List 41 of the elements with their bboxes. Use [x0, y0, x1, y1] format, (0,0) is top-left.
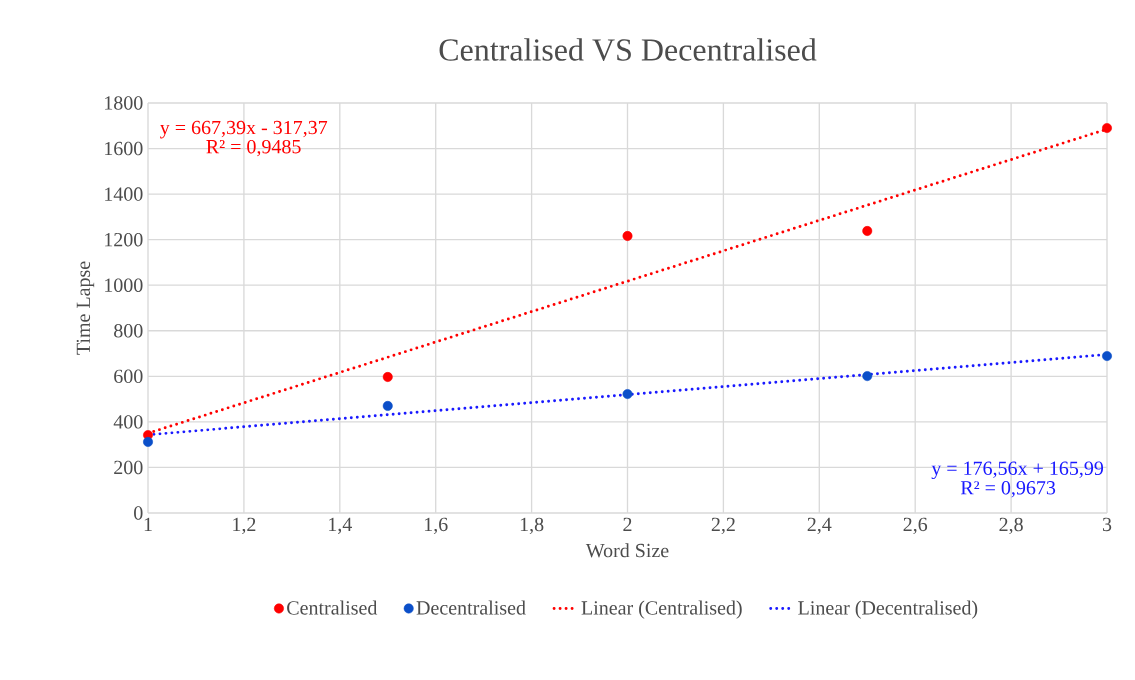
x-tick-label: 1,4	[329, 517, 352, 534]
y-tick-label: 800	[114, 324, 143, 338]
y-tick-label: 200	[114, 460, 143, 475]
x-tick-label: 2,4	[807, 517, 832, 535]
annotation: R² = 0,9673	[960, 481, 1056, 498]
x-tick-label: 1,8	[520, 517, 544, 535]
point	[143, 436, 153, 447]
y-tick-label: 600	[114, 369, 143, 384]
chart-title: Centralised VS Decentralised	[439, 38, 817, 61]
legend-label: Linear (Decentralised)	[798, 600, 978, 619]
annotation: R² = 0,9485	[206, 139, 301, 157]
legend-label: Centralised	[287, 600, 378, 615]
annotation: y = 667,39x - 317,37	[160, 120, 328, 139]
point	[382, 372, 393, 382]
point	[622, 231, 633, 241]
x-tick-label: 3	[1102, 517, 1112, 532]
annotation: y = 176,56x + 165,99	[931, 461, 1104, 480]
y-tick-label: 400	[113, 415, 143, 429]
x-tick-label: 1	[144, 517, 152, 531]
x-tick-label: 2	[623, 517, 632, 531]
point	[382, 400, 393, 411]
x-tick-label: 1,2	[233, 517, 256, 535]
point	[1102, 123, 1112, 133]
x-tick-label: 1,6	[424, 517, 448, 535]
x-tick-label: 2,2	[711, 517, 735, 535]
y-tick-label: 1400	[105, 187, 143, 201]
x-tick-label: 2,8	[999, 517, 1023, 535]
point	[862, 371, 873, 382]
legend-label: Decentralised	[416, 600, 526, 615]
y-tick-label: 1200	[105, 232, 143, 247]
y-tick-label: 1600	[105, 141, 143, 156]
point	[1102, 351, 1112, 361]
legend-label: Linear (Centralised)	[581, 600, 742, 619]
y-axis-title: Time Lapse	[76, 261, 95, 355]
y-tick-label: 0	[134, 506, 143, 520]
x-axis-title: Word Size	[585, 543, 669, 558]
point	[862, 226, 873, 236]
y-tick-label: 1800	[105, 96, 143, 110]
y-tick-label: 1000	[105, 278, 143, 292]
x-tick-label: 2,6	[903, 517, 928, 535]
point	[622, 389, 633, 400]
